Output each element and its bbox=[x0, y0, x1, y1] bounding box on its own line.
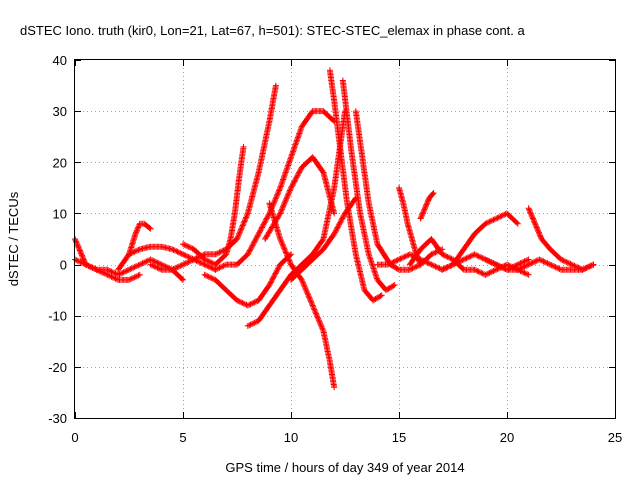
x-tick-label: 20 bbox=[500, 430, 514, 445]
chart-title: dSTEC Iono. truth (kir0, Lon=21, Lat=67,… bbox=[20, 23, 526, 38]
series-22-points bbox=[525, 205, 597, 273]
y-tick-label: -30 bbox=[48, 411, 67, 426]
series-14-points bbox=[339, 77, 398, 294]
series-8-points bbox=[212, 108, 338, 273]
series-6 bbox=[180, 143, 247, 268]
series-13-points bbox=[326, 67, 385, 304]
x-tick-label: 25 bbox=[608, 430, 622, 445]
y-tick-label: 20 bbox=[53, 155, 67, 170]
plot-frame bbox=[74, 59, 616, 419]
x-tick-label: 10 bbox=[284, 430, 298, 445]
y-tick-label: 10 bbox=[53, 206, 67, 221]
series-11-points bbox=[266, 200, 338, 391]
data-marks bbox=[72, 67, 597, 391]
series-13 bbox=[326, 67, 385, 304]
series-6-points bbox=[180, 143, 247, 268]
series-19 bbox=[417, 190, 437, 222]
series-8 bbox=[212, 108, 338, 273]
series-19-points bbox=[417, 190, 437, 222]
x-tick-label: 0 bbox=[71, 430, 78, 445]
series-22 bbox=[525, 205, 597, 273]
y-tick-label: -10 bbox=[48, 309, 67, 324]
series-20-points bbox=[439, 210, 521, 273]
x-tick-label: 5 bbox=[179, 430, 186, 445]
series-14 bbox=[339, 77, 398, 294]
series-11 bbox=[266, 200, 338, 391]
y-tick-label: 0 bbox=[60, 258, 67, 273]
series-20 bbox=[439, 210, 521, 273]
x-axis-title: GPS time / hours of day 349 of year 2014 bbox=[225, 460, 464, 475]
x-tick-label: 15 bbox=[392, 430, 406, 445]
series-21-points bbox=[482, 256, 597, 273]
series-7-points bbox=[201, 251, 294, 309]
series-21 bbox=[482, 256, 597, 273]
series-7 bbox=[201, 251, 294, 309]
y-tick-label: -20 bbox=[48, 360, 67, 375]
y-axis-title: dSTEC / TECUs bbox=[6, 191, 21, 286]
axes: 0 5 10 15 20 25 -30 -20 -10 0 10 20 30 40 bbox=[48, 53, 622, 445]
y-tick-label: 40 bbox=[53, 53, 67, 68]
y-tick-label: 30 bbox=[53, 104, 67, 119]
